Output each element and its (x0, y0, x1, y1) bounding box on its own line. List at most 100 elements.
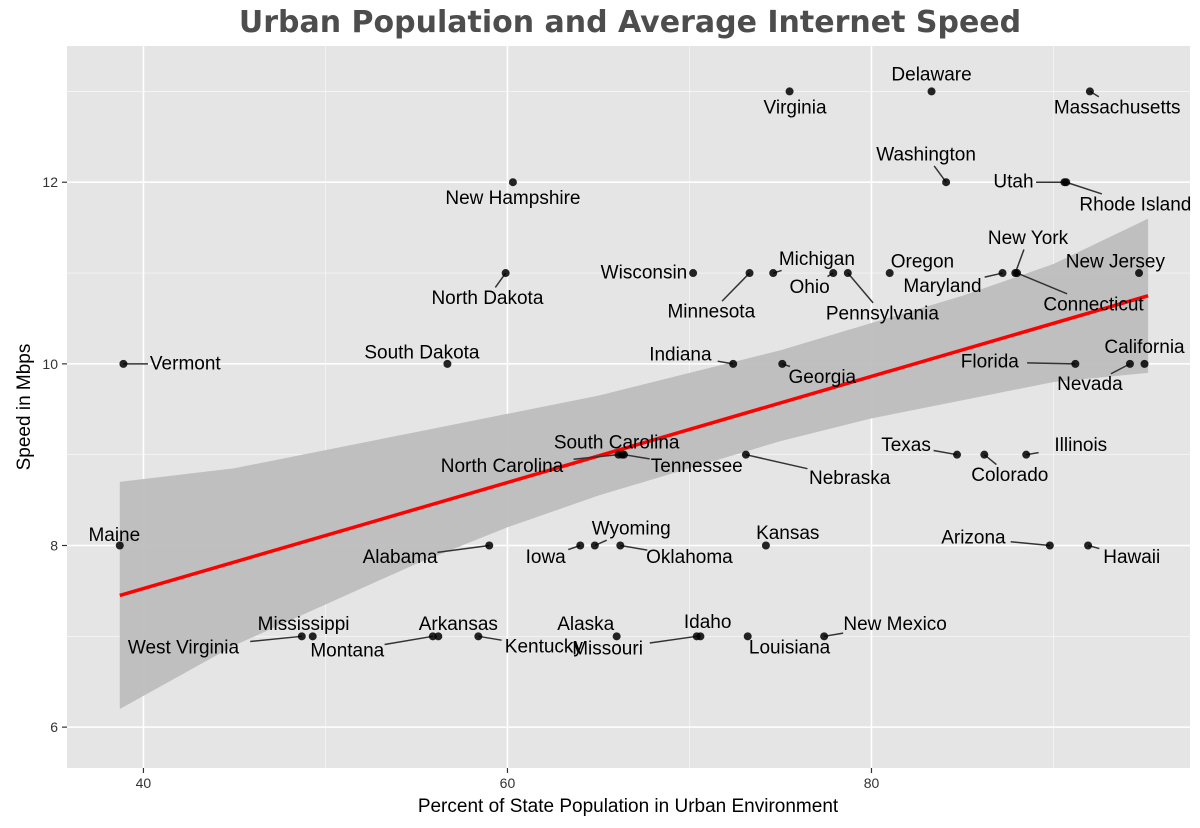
leader-oklahoma (620, 544, 648, 551)
confidence-band-group (119, 218, 1149, 709)
point-west-virginia (297, 632, 306, 641)
label-washington: Washington (876, 144, 976, 165)
label-new-jersey: New Jersey (1066, 252, 1166, 273)
label-vermont: Vermont (150, 353, 221, 374)
label-california: California (1104, 337, 1185, 358)
point-south-dakota (443, 359, 452, 368)
label-ohio: Ohio (790, 277, 830, 298)
leader-north-carolina (573, 453, 619, 460)
point-iowa (576, 541, 585, 550)
label-kansas: Kansas (756, 523, 819, 544)
x-tick-label: 80 (864, 775, 880, 791)
point-montana (428, 632, 437, 641)
point-vermont (119, 359, 128, 368)
point-ohio (829, 269, 838, 278)
leader-alabama (437, 544, 490, 554)
label-oklahoma: Oklahoma (646, 547, 733, 568)
leader-connecticut (1016, 272, 1068, 295)
leader-west-virginia (250, 635, 302, 643)
y-tick-label: 8 (50, 537, 58, 553)
label-michigan: Michigan (779, 249, 855, 270)
point-oklahoma (616, 541, 625, 550)
label-virginia: Virginia (764, 97, 827, 118)
point-nebraska (741, 450, 750, 459)
point-north-dakota (501, 269, 510, 278)
point-louisiana (743, 632, 752, 641)
y-tick-label: 6 (50, 719, 58, 735)
label-louisiana: Louisiana (749, 638, 831, 659)
label-rhode-island: Rhode Island (1079, 194, 1191, 215)
point-new-mexico (820, 632, 829, 641)
point-wyoming (590, 541, 599, 550)
point-idaho (696, 632, 705, 641)
leader-rhode-island (1065, 181, 1103, 195)
point-maryland (998, 269, 1007, 278)
point-massachusetts (1085, 87, 1094, 96)
y-axis: 6 8 10 12 (42, 174, 67, 735)
label-connecticut: Connecticut (1043, 294, 1144, 315)
y-tick-label: 10 (42, 356, 58, 372)
label-north-carolina: North Carolina (441, 456, 564, 477)
label-mississippi: Mississippi (258, 614, 350, 635)
chart-title: Urban Population and Average Internet Sp… (239, 5, 1021, 40)
point-arizona (1045, 541, 1054, 550)
point-alabama (485, 541, 494, 550)
label-maryland: Maryland (903, 276, 981, 297)
label-wyoming: Wyoming (592, 519, 671, 540)
label-new-hampshire: New Hampshire (445, 188, 580, 209)
point-georgia (778, 359, 787, 368)
y-axis-title: Speed in Mbps (14, 344, 35, 471)
point-new-jersey (1135, 269, 1144, 278)
point-florida (1071, 359, 1080, 368)
x-axis: 40 60 80 (136, 768, 880, 791)
label-delaware: Delaware (891, 65, 971, 86)
point-rhode-island (1062, 178, 1071, 187)
label-indiana: Indiana (649, 344, 712, 365)
point-mississippi (308, 632, 317, 641)
label-arkansas: Arkansas (419, 614, 498, 635)
point-nevada (1125, 359, 1134, 368)
y-tick-label: 12 (42, 174, 58, 190)
label-north-dakota: North Dakota (431, 288, 543, 309)
label-minnesota: Minnesota (667, 302, 755, 323)
point-virginia (785, 87, 794, 96)
trend-line-group (119, 294, 1149, 598)
leader-montana (384, 635, 433, 646)
point-tennessee (619, 450, 628, 459)
leader-arizona (1010, 541, 1050, 547)
label-alaska: Alaska (557, 614, 614, 635)
label-nebraska: Nebraska (809, 468, 891, 489)
label-wisconsin: Wisconsin (601, 263, 688, 284)
label-idaho: Idaho (684, 612, 732, 633)
point-new-hampshire (508, 178, 517, 187)
point-michigan (769, 269, 778, 278)
label-georgia: Georgia (789, 367, 857, 388)
label-maine: Maine (88, 525, 140, 546)
point-texas (953, 450, 962, 459)
point-connecticut (1013, 269, 1022, 278)
label-tennessee: Tennessee (651, 456, 743, 477)
point-colorado (980, 450, 989, 459)
label-new-mexico: New Mexico (843, 614, 946, 635)
point-delaware (927, 87, 936, 96)
point-washington (942, 178, 951, 187)
label-west-virginia: West Virginia (128, 638, 240, 659)
label-missouri: Missouri (572, 639, 643, 660)
label-south-carolina: South Carolina (554, 432, 680, 453)
data-points (115, 87, 1149, 641)
label-colorado: Colorado (971, 465, 1048, 486)
label-new-york: New York (988, 228, 1069, 249)
point-hawaii (1084, 541, 1093, 550)
confidence-band (119, 218, 1149, 709)
point-oregon (885, 269, 894, 278)
label-south-dakota: South Dakota (364, 342, 480, 363)
point-illinois (1022, 450, 1031, 459)
label-oregon: Oregon (891, 252, 954, 273)
label-alabama: Alabama (363, 547, 438, 568)
point-california (1140, 359, 1149, 368)
point-pennsylvania (843, 269, 852, 278)
label-iowa: Iowa (526, 547, 567, 568)
point-maine (115, 541, 124, 550)
label-montana: Montana (310, 640, 384, 661)
